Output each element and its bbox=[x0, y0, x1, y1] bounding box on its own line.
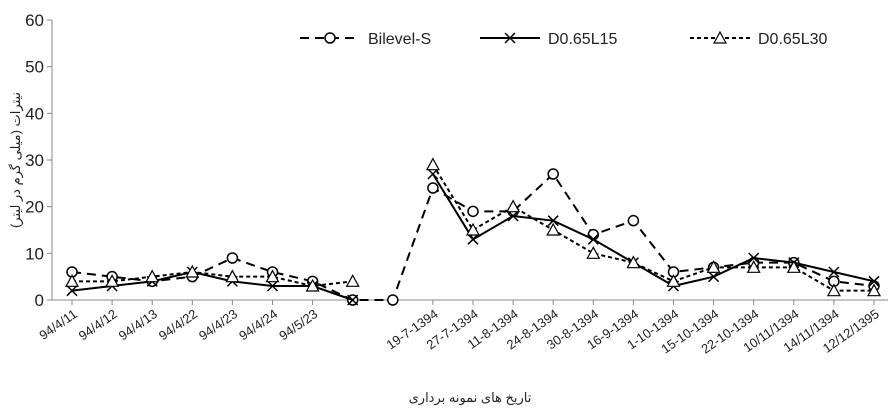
data-point bbox=[185, 264, 200, 278]
x-tick-label: 94/4/13 bbox=[116, 306, 160, 343]
data-point bbox=[828, 266, 840, 278]
series-line bbox=[71, 173, 875, 301]
legend-marker bbox=[504, 32, 516, 44]
x-tick-label: 94/4/22 bbox=[156, 306, 200, 343]
y-tick-label: 10 bbox=[25, 244, 44, 263]
data-point bbox=[626, 255, 641, 269]
y-tick-label: 20 bbox=[25, 198, 44, 217]
x-tick-label: 94/4/23 bbox=[196, 306, 240, 343]
x-tick-label: 94/4/11 bbox=[36, 306, 79, 343]
data-point bbox=[387, 294, 399, 306]
data-point bbox=[786, 260, 801, 273]
y-tick-label: 40 bbox=[25, 104, 44, 123]
data-point bbox=[225, 269, 240, 283]
data-point bbox=[586, 246, 601, 259]
y-tick-label: 0 bbox=[35, 291, 44, 310]
data-point bbox=[105, 274, 120, 287]
legend-label: D0.65L30 bbox=[758, 31, 827, 48]
data-point bbox=[546, 222, 561, 236]
data-point bbox=[547, 215, 559, 227]
data-point bbox=[467, 233, 479, 245]
data-point bbox=[507, 210, 519, 222]
legend-label: Bilevel-S bbox=[368, 31, 431, 48]
data-point bbox=[427, 182, 439, 194]
data-point bbox=[66, 285, 78, 297]
x-axis-label: تاریخ های نمونه برداری bbox=[409, 390, 532, 406]
series-line bbox=[72, 164, 874, 292]
legend-label: D0.65L15 bbox=[548, 31, 617, 48]
legend-marker bbox=[324, 32, 336, 44]
x-tick-label: 94/5/23 bbox=[276, 306, 320, 343]
data-point bbox=[748, 252, 760, 264]
data-point bbox=[265, 269, 280, 283]
data-point bbox=[465, 222, 481, 236]
data-point bbox=[868, 275, 880, 287]
x-tick-label: 94/4/24 bbox=[236, 306, 280, 343]
data-point bbox=[666, 274, 681, 287]
data-point bbox=[708, 271, 720, 283]
data-point bbox=[826, 283, 841, 297]
x-tick-label: 94/4/12 bbox=[76, 306, 120, 343]
data-point bbox=[305, 278, 320, 292]
data-point bbox=[706, 260, 721, 273]
data-point bbox=[226, 252, 239, 264]
data-point bbox=[506, 199, 521, 213]
data-point bbox=[746, 260, 761, 273]
data-point bbox=[427, 168, 439, 180]
data-point bbox=[627, 214, 640, 227]
data-point bbox=[345, 274, 360, 287]
y-tick-label: 30 bbox=[25, 151, 44, 170]
y-tick-label: 60 bbox=[25, 11, 44, 30]
data-point bbox=[425, 157, 440, 171]
data-point bbox=[266, 280, 279, 292]
data-point bbox=[347, 294, 359, 306]
y-tick-label: 50 bbox=[25, 58, 44, 77]
data-point bbox=[587, 233, 599, 245]
legend-marker bbox=[712, 30, 728, 44]
y-axis-label: نیترات (میلی گرم در لیتر) bbox=[8, 92, 24, 228]
data-point bbox=[64, 274, 80, 287]
data-point bbox=[866, 283, 882, 297]
data-point bbox=[547, 168, 559, 180]
data-point bbox=[467, 205, 479, 218]
data-point bbox=[145, 269, 160, 283]
